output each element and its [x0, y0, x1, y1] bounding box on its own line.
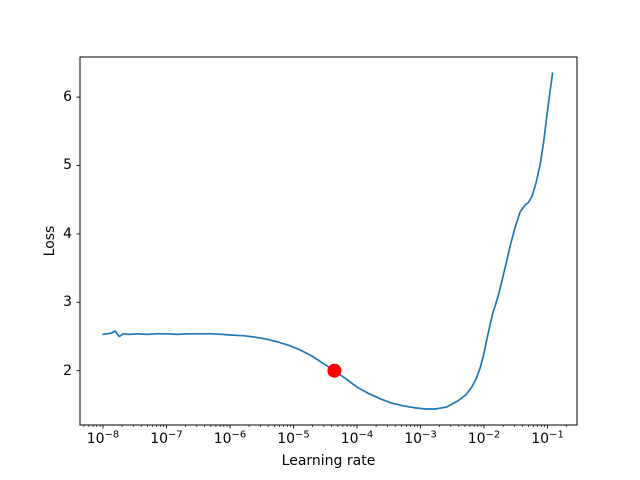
y-tick-label: 5 [63, 157, 72, 174]
x-tick-label: 10−5 [277, 429, 310, 447]
y-tick-label: 3 [63, 294, 72, 311]
x-tick-label: 10−7 [150, 429, 183, 447]
y-tick-label: 4 [63, 225, 72, 242]
x-tick-label: 10−6 [213, 429, 247, 447]
x-tick-label: 10−8 [86, 429, 120, 447]
x-tick-label: 10−3 [404, 429, 437, 447]
suggested-lr-marker [327, 363, 342, 378]
y-tick-label: 6 [63, 89, 72, 106]
x-tick-label: 10−2 [467, 429, 501, 447]
x-tick-label: 10−1 [531, 429, 564, 447]
x-axis-label: Learning rate [281, 453, 376, 469]
loss-curve [102, 72, 554, 410]
x-tick-label: 10−4 [340, 429, 374, 447]
plot-frame [79, 56, 578, 426]
y-tick-label: 2 [63, 362, 72, 379]
